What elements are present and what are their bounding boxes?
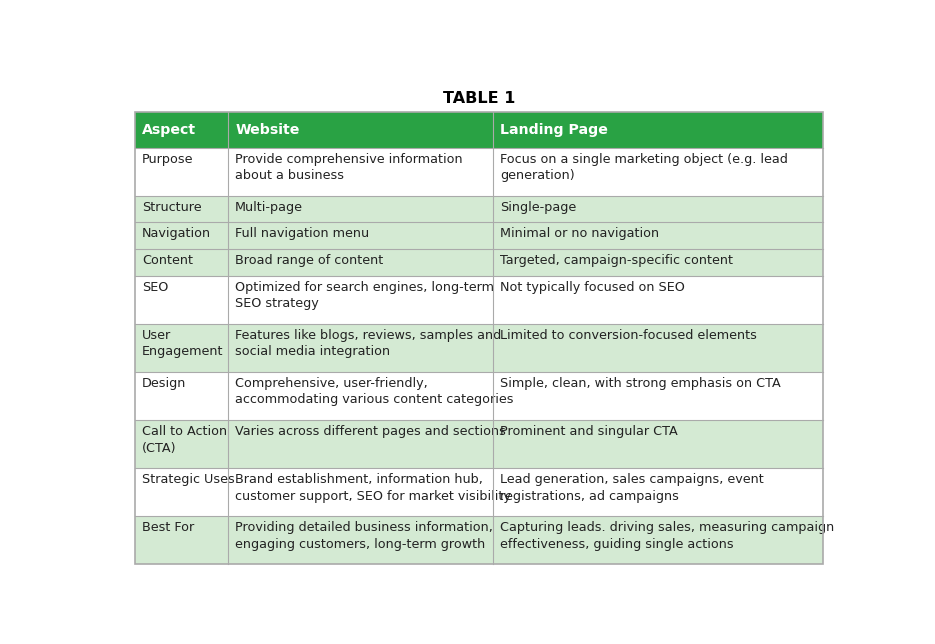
Text: Best For: Best For	[142, 521, 194, 534]
Text: Prominent and singular CTA: Prominent and singular CTA	[500, 425, 678, 438]
Text: Lead generation, sales campaigns, event
registrations, ad campaigns: Lead generation, sales campaigns, event …	[500, 473, 764, 502]
Text: Structure: Structure	[142, 201, 202, 214]
Text: Full navigation menu: Full navigation menu	[236, 227, 369, 240]
Bar	[135, 468, 824, 516]
Bar	[135, 196, 824, 222]
Text: Simple, clean, with strong emphasis on CTA: Simple, clean, with strong emphasis on C…	[500, 377, 781, 390]
Bar	[135, 222, 824, 249]
Text: Single-page: Single-page	[500, 201, 577, 214]
Text: Purpose: Purpose	[142, 153, 194, 166]
Text: Multi-page: Multi-page	[236, 201, 303, 214]
Text: Call to Action
(CTA): Call to Action (CTA)	[142, 425, 227, 455]
Text: Minimal or no navigation: Minimal or no navigation	[500, 227, 659, 240]
Text: Brand establishment, information hub,
customer support, SEO for market visibilit: Brand establishment, information hub, cu…	[236, 473, 511, 502]
Bar	[135, 516, 824, 564]
Text: Focus on a single marketing object (e.g. lead
generation): Focus on a single marketing object (e.g.…	[500, 153, 788, 182]
Text: Aspect: Aspect	[142, 123, 196, 137]
Text: Features like blogs, reviews, samples and
social media integration: Features like blogs, reviews, samples an…	[236, 329, 501, 358]
Text: Navigation: Navigation	[142, 227, 211, 240]
Text: Landing Page: Landing Page	[500, 123, 608, 137]
Text: Varies across different pages and sections: Varies across different pages and sectio…	[236, 425, 506, 438]
Bar	[135, 249, 824, 276]
Text: Broad range of content: Broad range of content	[236, 254, 383, 267]
Text: Capturing leads. driving sales, measuring campaign
effectiveness, guiding single: Capturing leads. driving sales, measurin…	[500, 521, 834, 551]
Text: Optimized for search engines, long-term
SEO strategy: Optimized for search engines, long-term …	[236, 281, 495, 310]
Text: SEO: SEO	[142, 281, 168, 294]
Text: Provide comprehensive information
about a business: Provide comprehensive information about …	[236, 153, 463, 182]
Text: Content: Content	[142, 254, 194, 267]
Bar	[135, 276, 824, 324]
Bar	[135, 372, 824, 420]
Bar	[135, 324, 824, 372]
Text: Website: Website	[236, 123, 299, 137]
Text: Providing detailed business information,
engaging customers, long-term growth: Providing detailed business information,…	[236, 521, 493, 551]
Bar	[135, 420, 824, 468]
Text: Limited to conversion-focused elements: Limited to conversion-focused elements	[500, 329, 757, 342]
Text: TABLE 1: TABLE 1	[443, 91, 515, 106]
Text: User
Engagement: User Engagement	[142, 329, 223, 358]
Text: Comprehensive, user-friendly,
accommodating various content categories: Comprehensive, user-friendly, accommodat…	[236, 377, 513, 406]
Bar	[135, 112, 824, 147]
Text: Strategic Uses: Strategic Uses	[142, 473, 235, 486]
Text: Design: Design	[142, 377, 187, 390]
Text: Targeted, campaign-specific content: Targeted, campaign-specific content	[500, 254, 733, 267]
Bar	[135, 147, 824, 196]
Text: Not typically focused on SEO: Not typically focused on SEO	[500, 281, 685, 294]
